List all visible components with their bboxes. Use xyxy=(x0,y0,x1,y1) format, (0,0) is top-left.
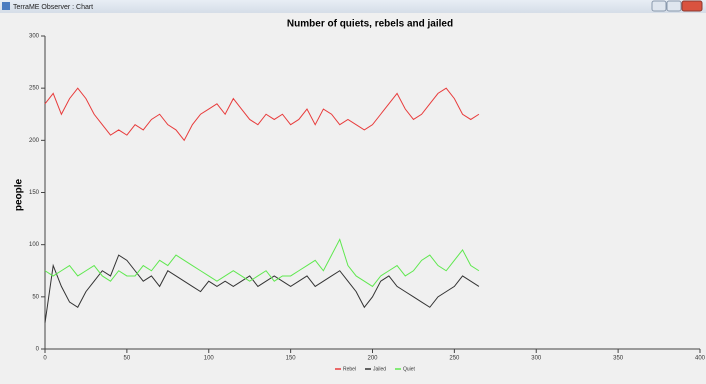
title-bar xyxy=(0,0,706,13)
y-tick-label: 0 xyxy=(36,347,40,353)
plot: 0 50 100 150 200 250 300 0 50 100 150 200 250 300 350 4… xyxy=(29,34,706,373)
x-tick-label: 0 xyxy=(43,356,47,362)
maximize-button[interactable] xyxy=(666,0,682,12)
app-icon xyxy=(2,2,10,10)
x-tick-label: 400 xyxy=(695,356,706,362)
legend-label: Jailed xyxy=(373,366,386,372)
y-tick-label: 50 xyxy=(32,294,39,300)
x-tick-label: 200 xyxy=(367,356,378,362)
y-tick-label: 100 xyxy=(29,242,40,248)
chart-title: Number of quiets, rebels and jailed xyxy=(287,19,453,30)
minimize-button[interactable] xyxy=(651,0,667,12)
window-title: TerraME Observer : Chart xyxy=(13,4,93,11)
legend-label: Quiet xyxy=(403,366,416,372)
x-tick-label: 150 xyxy=(286,356,297,362)
series-line xyxy=(44,254,480,323)
x-tick-label: 50 xyxy=(124,356,131,362)
y-tick-label: 300 xyxy=(29,34,40,40)
y-axis-label: people xyxy=(14,178,25,211)
y-tick-label: 200 xyxy=(29,138,40,144)
x-tick-label: 350 xyxy=(613,356,624,362)
y-tick-label: 250 xyxy=(29,86,40,92)
x-tick-label: 250 xyxy=(449,356,460,362)
y-tick-label: 150 xyxy=(29,190,40,196)
legend-label: Rebel xyxy=(343,366,356,372)
x-tick-label: 300 xyxy=(531,356,542,362)
series-line xyxy=(44,87,480,142)
series-line xyxy=(44,238,480,288)
x-tick-label: 100 xyxy=(204,356,215,362)
close-button[interactable] xyxy=(681,0,703,12)
